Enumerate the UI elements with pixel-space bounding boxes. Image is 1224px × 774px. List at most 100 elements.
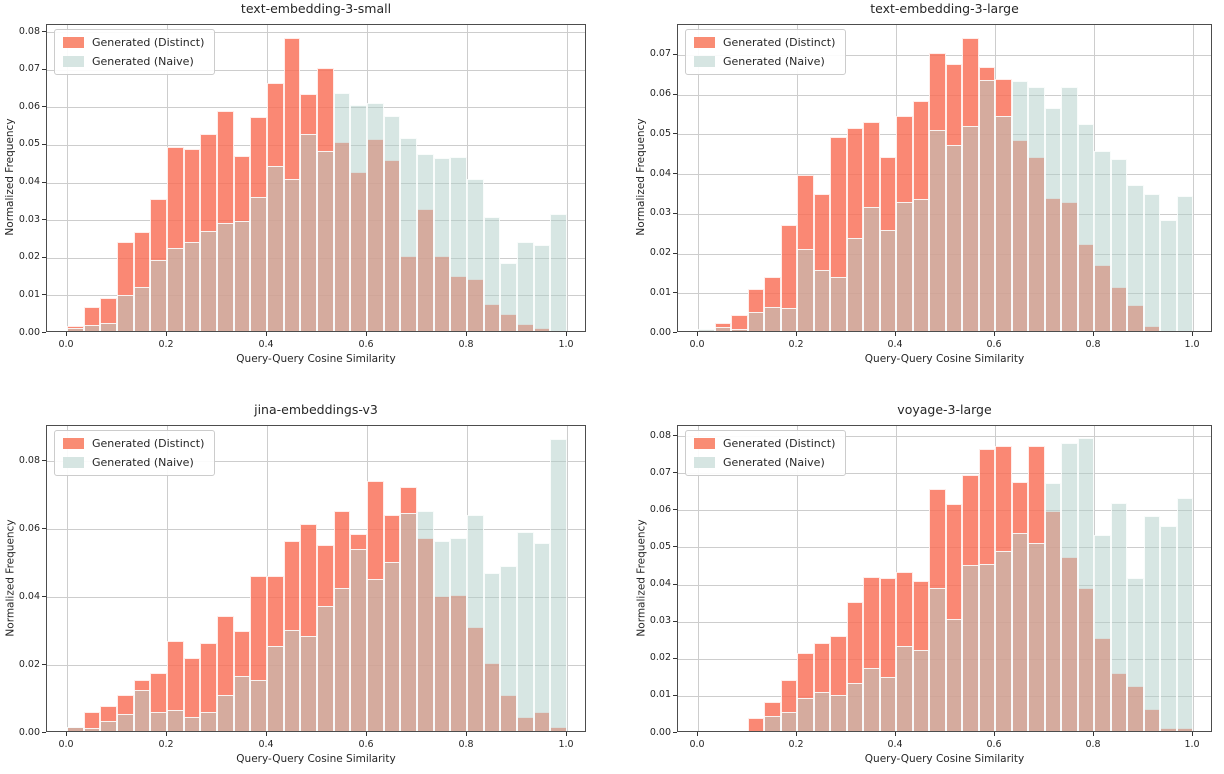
x-tick-label: 1.0 [558, 739, 574, 750]
histogram-bar-naive [863, 667, 880, 731]
x-tick-mark [266, 732, 267, 736]
x-tick-label: 0.6 [986, 739, 1002, 750]
gridline-v [67, 426, 68, 731]
x-tick-mark [66, 332, 67, 336]
histogram-bar-naive [1044, 483, 1061, 731]
histogram-bar-naive [217, 222, 234, 331]
y-tick-label: 0.04 [649, 167, 671, 179]
y-tick-label: 0.06 [18, 100, 40, 112]
histogram-bar-naive [780, 307, 797, 331]
histogram-bar-naive [1044, 108, 1061, 331]
histogram-bar-naive [533, 244, 551, 331]
x-tick-mark [1192, 732, 1193, 736]
histogram-bar-naive [1143, 516, 1160, 731]
legend-label: Generated (Naive) [92, 55, 194, 68]
legend: Generated (Distinct) Generated (Naive) [54, 430, 216, 476]
histogram-bar-naive [714, 327, 731, 331]
histogram-bar-distinct [167, 640, 184, 731]
x-tick-label: 0.0 [689, 739, 705, 750]
histogram-bar-naive [467, 178, 484, 331]
x-tick-label: 0.0 [689, 339, 705, 350]
gridline-v [167, 426, 168, 731]
legend-item: Generated (Distinct) [694, 36, 835, 49]
y-tick-mark [42, 106, 46, 108]
x-tick-mark [166, 332, 167, 336]
legend-item: Generated (Distinct) [694, 437, 835, 450]
x-tick-mark [697, 332, 698, 336]
histogram-bar-naive [450, 156, 467, 331]
histogram-bar-naive [929, 130, 946, 331]
histogram-bar-naive [995, 116, 1012, 331]
y-tick-mark [673, 133, 677, 135]
histogram-bar-naive [533, 543, 551, 731]
x-tick-mark [994, 732, 995, 736]
histogram-bar-naive [283, 178, 301, 331]
x-tick-mark [895, 332, 896, 336]
histogram-bar-naive [167, 709, 184, 731]
subplot-title: text-embedding-3-small [240, 1, 392, 16]
y-tick-label: 0.07 [649, 466, 671, 478]
y-tick-label: 0.07 [649, 48, 671, 60]
histogram-bar-naive [830, 695, 847, 731]
legend-label: Generated (Distinct) [92, 36, 205, 49]
histogram-bar-naive [1127, 577, 1144, 731]
histogram-bar-naive [550, 213, 567, 331]
histogram-bar-naive [945, 618, 962, 731]
legend-distinct-swatch-icon [694, 37, 715, 48]
histogram-bar-naive [731, 329, 748, 331]
histogram-bar-naive [764, 307, 781, 331]
y-tick-mark [673, 212, 677, 214]
legend-item: Generated (Naive) [63, 55, 204, 68]
histogram-bar-naive [483, 217, 501, 331]
legend-label: Generated (Distinct) [723, 36, 836, 49]
histogram-bar-distinct [183, 658, 201, 731]
histogram-bar-naive [483, 572, 501, 731]
x-tick-label: 0.2 [788, 339, 804, 350]
histogram-bar-distinct [100, 297, 117, 331]
y-tick-label: 0.03 [649, 615, 671, 627]
y-tick-mark [42, 596, 46, 597]
histogram-bar-naive [117, 714, 134, 731]
histogram-bar-naive [367, 103, 384, 331]
legend-naive-swatch-icon [694, 457, 715, 468]
histogram-bar-naive [200, 711, 217, 731]
histogram-bar-naive [100, 323, 117, 331]
x-tick-label: 0.0 [58, 339, 74, 350]
histogram-bar-naive [846, 682, 863, 731]
gridline-v [698, 25, 699, 331]
histogram-bar-naive [813, 692, 830, 731]
y-tick-label: 0.08 [18, 25, 40, 37]
y-tick-label: 0.01 [18, 288, 40, 300]
histogram-bar-naive [896, 201, 913, 331]
y-tick-mark [42, 664, 46, 665]
x-tick-mark [266, 332, 267, 336]
y-tick-label: 0.01 [649, 286, 671, 298]
histogram-bar-naive [879, 230, 896, 331]
y-tick-label: 0.06 [649, 88, 671, 100]
histogram-bar-naive [433, 158, 451, 331]
histogram-bar-naive [846, 238, 863, 331]
x-tick-label: 0.8 [1085, 739, 1101, 750]
x-tick-label: 0.6 [986, 339, 1002, 350]
x-tick-label: 0.8 [1085, 339, 1101, 350]
x-tick-label: 0.2 [158, 739, 174, 750]
x-tick-label: 1.0 [1184, 339, 1200, 350]
gridline-v [1193, 25, 1194, 331]
x-tick-mark [1093, 732, 1094, 736]
y-axis-label: Normalized Frequency [4, 118, 16, 236]
y-tick-label: 0.02 [18, 251, 40, 263]
histogram-bar-naive [367, 579, 384, 731]
gridline-h [678, 473, 1211, 475]
x-tick-mark [566, 732, 567, 736]
histogram-bar-distinct [83, 711, 101, 731]
gridline-h [47, 69, 585, 71]
gridline-v [67, 25, 68, 331]
histogram-bar-naive [400, 138, 417, 331]
plot-area [46, 24, 586, 332]
histogram-bar-naive [300, 635, 317, 731]
histogram-bar-naive [83, 727, 101, 731]
x-tick-mark [1192, 332, 1193, 336]
x-axis-label: Query-Query Cosine Similarity [236, 753, 396, 765]
y-axis-label: Normalized Frequency [4, 518, 16, 637]
